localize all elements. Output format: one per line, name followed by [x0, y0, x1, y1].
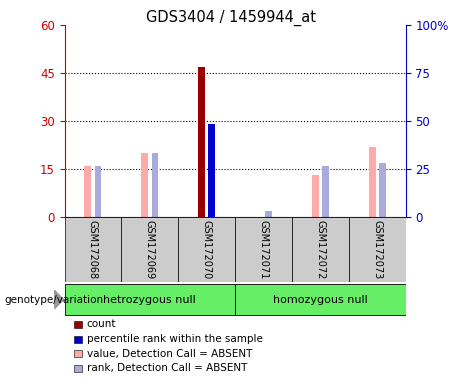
Text: GSM172073: GSM172073	[372, 220, 382, 279]
Text: GSM172070: GSM172070	[201, 220, 212, 279]
Text: GSM172068: GSM172068	[88, 220, 98, 279]
Text: percentile rank within the sample: percentile rank within the sample	[87, 334, 263, 344]
Bar	[142, 153, 148, 217]
Bar	[322, 166, 329, 217]
Text: homozygous null: homozygous null	[273, 295, 368, 305]
Bar	[369, 147, 376, 217]
Bar	[152, 153, 159, 217]
Text: hetrozygous null: hetrozygous null	[103, 295, 196, 305]
Bar	[312, 175, 319, 217]
Text: GSM172072: GSM172072	[315, 220, 325, 279]
Text: GSM172069: GSM172069	[145, 220, 155, 279]
Bar	[121, 217, 178, 282]
Bar	[265, 210, 272, 217]
Bar	[178, 217, 235, 282]
Bar	[65, 284, 235, 315]
Text: count: count	[87, 319, 116, 329]
Polygon shape	[54, 290, 64, 309]
Bar	[208, 124, 215, 217]
Text: GSM172071: GSM172071	[259, 220, 269, 279]
Bar	[235, 217, 292, 282]
Text: value, Detection Call = ABSENT: value, Detection Call = ABSENT	[87, 349, 252, 359]
Text: rank, Detection Call = ABSENT: rank, Detection Call = ABSENT	[87, 363, 247, 373]
Bar	[292, 217, 349, 282]
Text: genotype/variation: genotype/variation	[5, 295, 104, 305]
Bar	[379, 162, 386, 217]
Bar	[65, 217, 121, 282]
Bar	[198, 66, 205, 217]
Bar	[349, 217, 406, 282]
Bar	[84, 166, 91, 217]
Bar	[235, 284, 406, 315]
Text: GDS3404 / 1459944_at: GDS3404 / 1459944_at	[146, 10, 315, 26]
Bar	[95, 166, 101, 217]
